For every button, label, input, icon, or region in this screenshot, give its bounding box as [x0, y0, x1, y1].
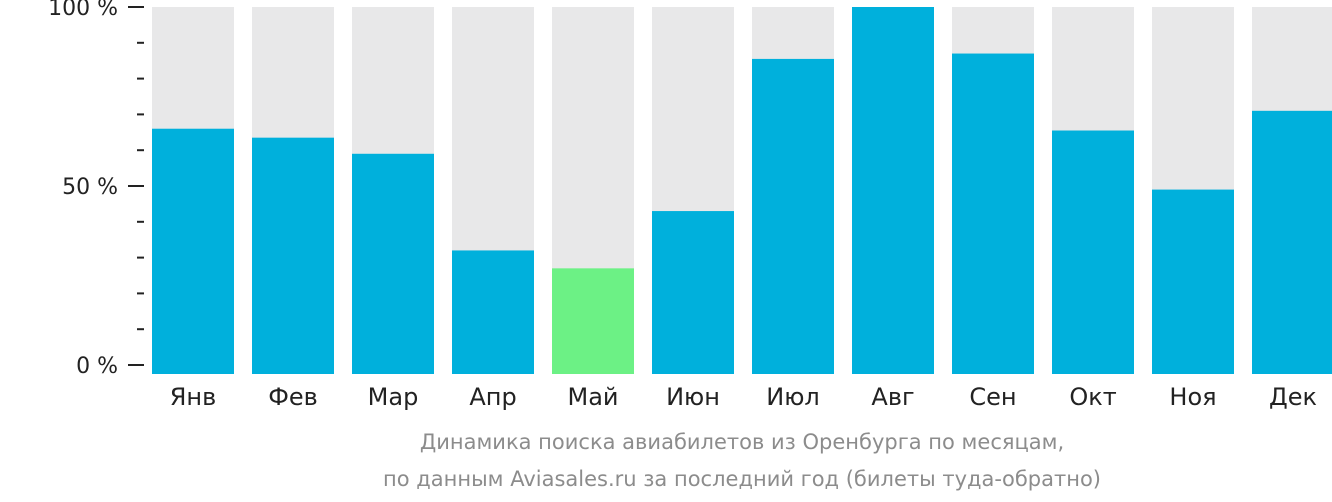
x-tick-label: Авг — [871, 383, 914, 411]
bar-Июн[interactable] — [652, 211, 734, 374]
y-tick-label: 50 % — [62, 175, 118, 200]
bar-Сен[interactable] — [952, 53, 1034, 374]
x-tick-label: Окт — [1069, 383, 1116, 411]
x-axis-labels: Янв Фев Мар Апр Май Июн Июл Авг Сен Окт Ноя Дек — [170, 383, 1317, 411]
x-tick-label: Фев — [268, 383, 318, 411]
x-tick-label: Дек — [1269, 383, 1317, 411]
x-tick-label: Сен — [969, 383, 1016, 411]
chart-caption-line-1: Динамика поиска авиабилетов из Оренбурга… — [419, 430, 1065, 454]
bar-Июл[interactable] — [752, 58, 834, 374]
y-tick-label: 0 % — [76, 354, 118, 379]
x-tick-label: Мар — [368, 383, 419, 411]
x-tick-label: Янв — [170, 383, 217, 411]
bar-Окт[interactable] — [1052, 130, 1134, 374]
bar-Дек[interactable] — [1252, 110, 1332, 374]
bar-Май[interactable] — [552, 268, 634, 374]
x-tick-label: Июл — [766, 383, 820, 411]
bar-Фев[interactable] — [252, 137, 334, 374]
y-axis: 0 % 50 % 100 % — [48, 0, 144, 379]
bar-Авг[interactable] — [852, 7, 934, 374]
bars — [152, 7, 1332, 374]
chart-caption-line-2: по данным Aviasales.ru за последний год … — [383, 467, 1101, 491]
bar-Мар[interactable] — [352, 153, 434, 374]
bar-Янв[interactable] — [152, 128, 234, 374]
bar-Ноя[interactable] — [1152, 189, 1234, 374]
x-tick-label: Ноя — [1169, 383, 1216, 411]
x-tick-label: Апр — [469, 383, 516, 411]
x-tick-label: Июн — [666, 383, 720, 411]
x-tick-label: Май — [567, 383, 618, 411]
y-tick-label: 100 % — [48, 0, 118, 21]
bar-Апр[interactable] — [452, 250, 534, 374]
